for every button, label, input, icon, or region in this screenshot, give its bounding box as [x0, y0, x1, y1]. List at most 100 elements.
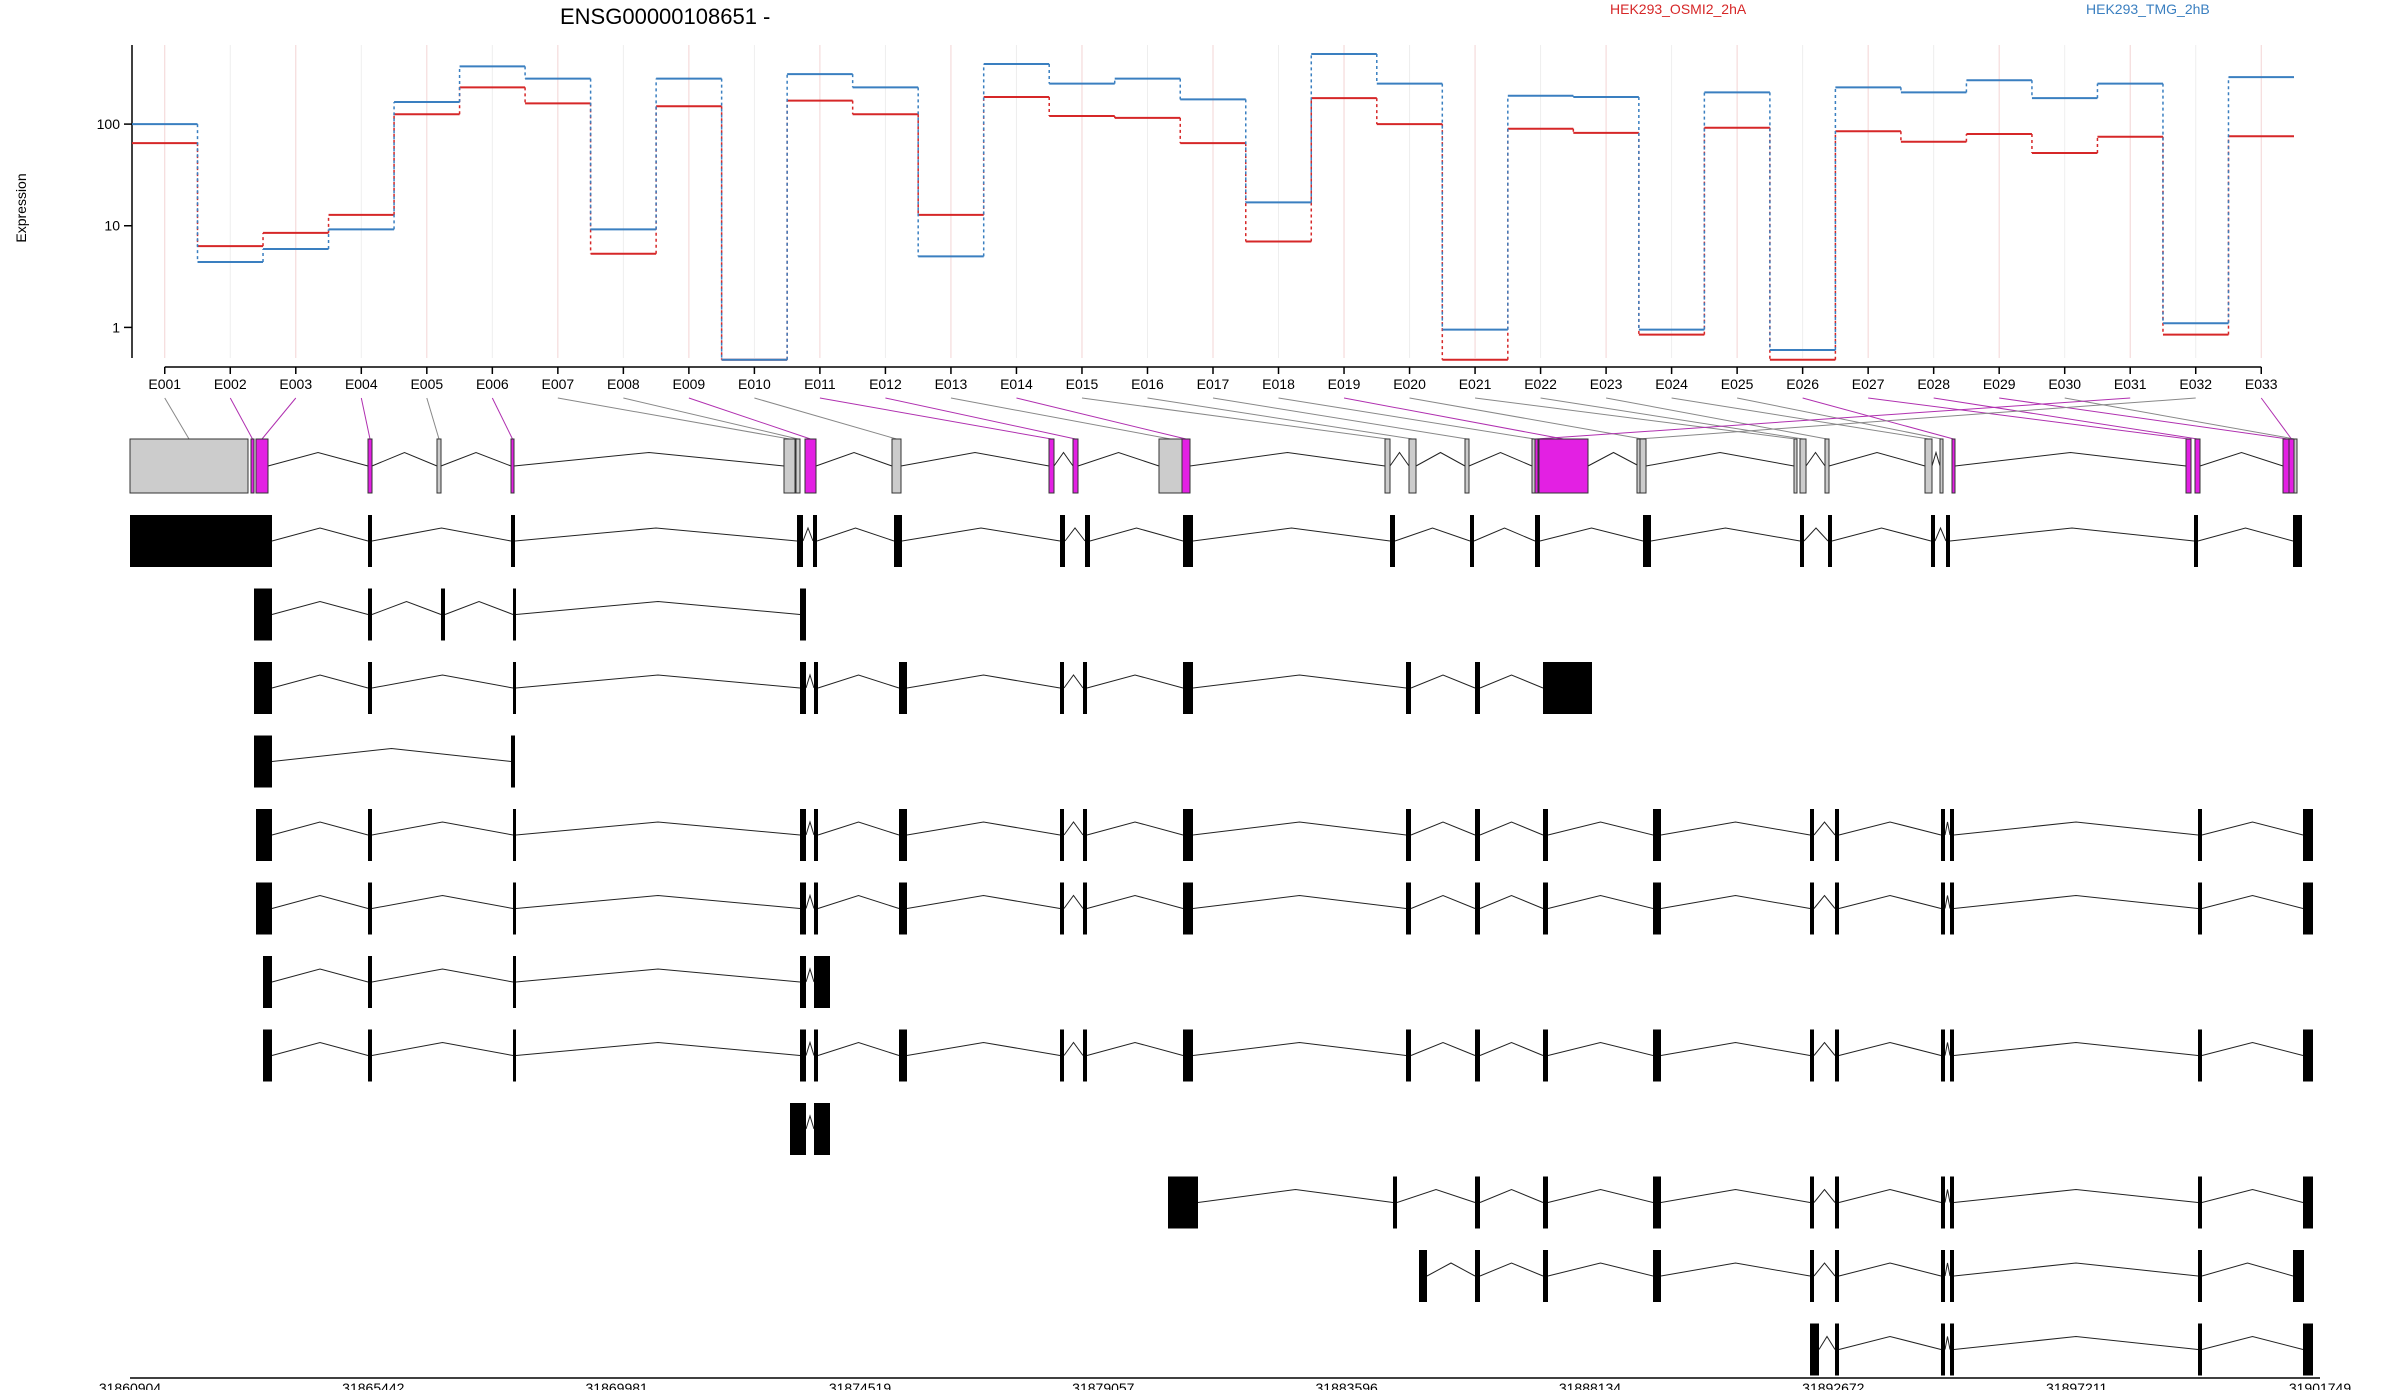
exon-block	[1941, 882, 1945, 935]
exon-block	[814, 809, 818, 861]
intron	[817, 821, 900, 836]
transcript-isoform	[1810, 1323, 2313, 1376]
intron	[1547, 1188, 1654, 1203]
x-tick-label: E016	[1131, 376, 1164, 392]
exon-connector	[2260, 397, 2292, 440]
exon-block	[129, 438, 249, 494]
intron	[371, 527, 512, 542]
intron	[817, 674, 900, 689]
exon-connector	[360, 397, 371, 440]
exon-connector	[426, 397, 440, 440]
intron	[1953, 1262, 2199, 1277]
exon-block	[1950, 882, 1954, 935]
x-tick-label: E004	[345, 376, 378, 392]
x-tick-label: E031	[2114, 376, 2147, 392]
genome-tick-label: 31865442	[342, 1380, 405, 1390]
exon-block	[1824, 438, 1830, 494]
intron	[1805, 451, 1826, 467]
exon-connector	[1212, 397, 1468, 440]
exon-connector	[1868, 397, 2189, 440]
intron	[906, 1041, 1061, 1056]
intron	[271, 674, 369, 689]
intron	[1953, 1188, 2199, 1203]
x-tick-label: E017	[1197, 376, 1230, 392]
x-tick-label: E009	[673, 376, 706, 392]
intron	[371, 600, 442, 615]
x-tick-label: E019	[1328, 376, 1361, 392]
exon-block	[1835, 1250, 1839, 1302]
intron	[1063, 894, 1084, 909]
intron	[1645, 451, 1795, 467]
x-tick-label: E013	[935, 376, 968, 392]
exon-block	[814, 1029, 818, 1082]
exon-block	[1083, 882, 1087, 935]
intron	[1660, 1262, 1811, 1277]
transcript-isoform	[263, 1029, 2313, 1082]
intron	[1479, 674, 1544, 689]
exon-block	[891, 438, 902, 494]
exon-block	[1931, 515, 1935, 567]
transcript-tracks	[129, 438, 2313, 1376]
transcript-isoform	[254, 735, 515, 788]
exon-block	[1406, 809, 1411, 861]
x-tick-label: E030	[2048, 376, 2081, 392]
intron	[1944, 895, 1951, 909]
intron	[906, 894, 1061, 909]
exon-block	[1406, 882, 1411, 935]
intron	[1831, 527, 1932, 542]
exon-block	[1183, 515, 1193, 567]
x-tick-label: E032	[2179, 376, 2212, 392]
intron	[1063, 1041, 1084, 1056]
intron	[1197, 1188, 1394, 1203]
exon-block	[368, 956, 372, 1008]
exon-block	[1810, 1323, 1819, 1376]
exon-block	[1083, 809, 1087, 861]
exon-block	[1390, 515, 1395, 567]
exon-block	[1475, 1176, 1480, 1229]
intron	[1410, 821, 1476, 836]
intron	[805, 893, 815, 909]
exon-block	[1810, 809, 1814, 861]
exon-block	[2303, 809, 2313, 861]
intron	[1838, 1188, 1942, 1203]
intron	[515, 821, 801, 836]
exon-connector	[688, 397, 811, 440]
exon-block	[814, 882, 818, 935]
exon-block	[368, 809, 372, 861]
intron	[371, 674, 514, 689]
intron	[906, 821, 1061, 836]
intron	[1547, 1041, 1654, 1056]
x-tick-label: E010	[738, 376, 771, 392]
exon-block	[1534, 438, 1539, 494]
exon-block	[368, 588, 372, 641]
exon-block	[255, 438, 269, 494]
intron	[2197, 527, 2294, 542]
exon-block	[513, 956, 516, 1008]
intron	[1479, 821, 1544, 836]
exon-block	[1168, 1176, 1198, 1229]
exon-block	[1941, 1250, 1945, 1302]
intron	[1650, 527, 1801, 542]
intron	[1838, 1262, 1942, 1277]
intron	[2201, 1262, 2294, 1277]
genome-tick-label: 31860904	[99, 1380, 162, 1390]
intron	[805, 1040, 815, 1056]
intron	[515, 600, 801, 615]
x-tick-label: E005	[410, 376, 443, 392]
intron	[371, 451, 438, 467]
exon-block	[814, 662, 818, 714]
exon-block	[1835, 882, 1839, 935]
exon-block	[513, 809, 516, 861]
intron	[1953, 1335, 2199, 1350]
x-tick-label: E028	[1917, 376, 1950, 392]
exon-block	[800, 662, 806, 714]
exon-connector-layer	[164, 397, 2295, 440]
intron	[1934, 526, 1947, 542]
exon-block	[814, 1103, 830, 1155]
x-tick-label: E015	[1066, 376, 1099, 392]
exon-connector	[2064, 397, 2295, 440]
legend-series-tmg: HEK293_TMG_2hB	[2086, 1, 2210, 17]
intron	[271, 600, 369, 615]
exon-block	[1060, 809, 1064, 861]
